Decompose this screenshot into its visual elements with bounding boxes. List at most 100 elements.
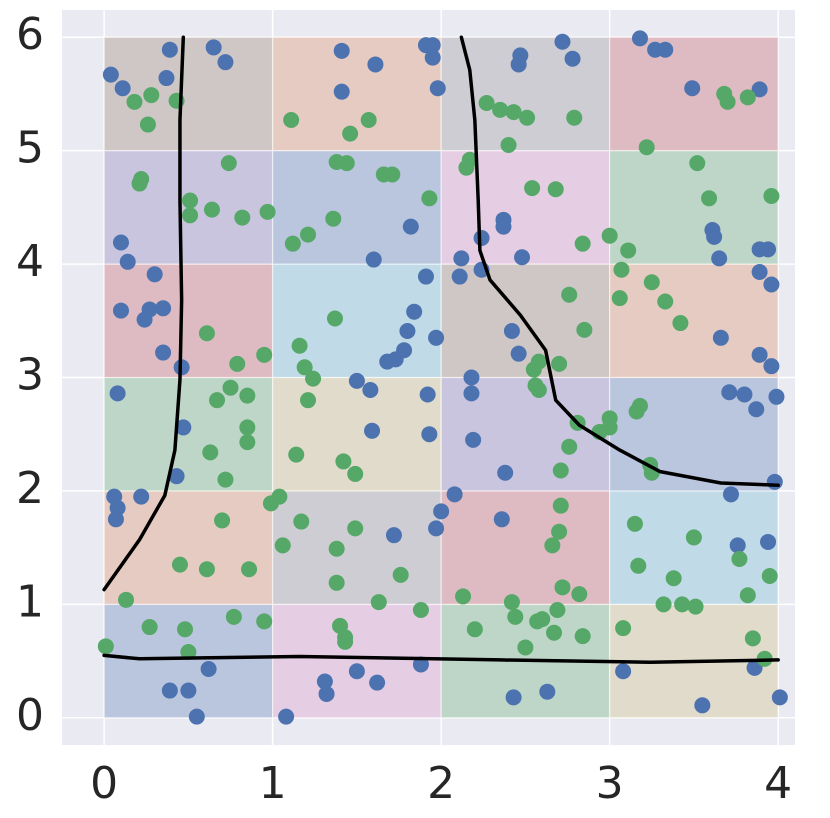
point xyxy=(451,268,468,285)
point xyxy=(461,151,478,168)
point xyxy=(421,426,438,443)
point xyxy=(530,381,547,398)
point xyxy=(763,188,780,205)
point xyxy=(493,511,510,528)
point xyxy=(143,87,160,104)
point xyxy=(161,682,178,699)
point xyxy=(771,689,788,706)
point xyxy=(712,329,729,346)
point xyxy=(761,567,778,584)
point xyxy=(362,381,379,398)
point xyxy=(417,268,434,285)
point xyxy=(337,633,354,650)
point xyxy=(155,300,172,317)
point xyxy=(412,602,429,619)
point xyxy=(202,444,219,461)
point xyxy=(333,83,350,100)
boundary-line xyxy=(102,653,780,664)
point xyxy=(274,537,291,554)
point xyxy=(760,241,777,258)
point xyxy=(360,112,377,129)
point xyxy=(225,608,242,625)
point xyxy=(291,337,308,354)
point xyxy=(217,54,234,71)
point xyxy=(296,359,313,376)
point xyxy=(133,488,150,505)
cell xyxy=(272,603,442,719)
point xyxy=(328,574,345,591)
point xyxy=(554,579,571,596)
point xyxy=(428,520,445,537)
y-tick-label: 1 xyxy=(16,576,44,627)
point xyxy=(316,673,333,690)
x-tick-label: 4 xyxy=(764,758,792,809)
x-tick-label: 1 xyxy=(259,758,287,809)
point xyxy=(463,369,480,386)
point xyxy=(546,624,563,641)
point xyxy=(694,697,711,714)
point xyxy=(657,41,674,58)
cell xyxy=(103,490,274,605)
point xyxy=(500,136,517,153)
point xyxy=(384,166,401,183)
point xyxy=(429,80,446,97)
point xyxy=(133,171,150,188)
point xyxy=(177,621,194,638)
point xyxy=(348,663,365,680)
point xyxy=(109,385,126,402)
point xyxy=(370,594,387,611)
point xyxy=(239,419,256,436)
point xyxy=(283,112,300,129)
point xyxy=(519,109,536,126)
point xyxy=(229,355,246,372)
point xyxy=(205,39,222,56)
point xyxy=(428,329,445,346)
point xyxy=(214,512,231,529)
point xyxy=(399,322,416,339)
point xyxy=(768,388,785,405)
point xyxy=(369,674,386,691)
x-tick-label: 2 xyxy=(427,758,455,809)
point xyxy=(525,361,542,378)
point xyxy=(685,529,702,546)
point xyxy=(259,203,276,220)
point xyxy=(631,30,648,47)
point xyxy=(739,89,756,106)
point xyxy=(478,95,495,112)
point xyxy=(638,139,655,156)
point xyxy=(182,192,199,209)
point xyxy=(552,462,569,479)
point xyxy=(300,226,317,243)
point xyxy=(222,379,239,396)
point xyxy=(141,619,158,636)
point xyxy=(209,392,226,409)
point xyxy=(665,570,682,587)
point xyxy=(446,486,463,503)
point xyxy=(288,446,305,463)
point xyxy=(333,42,350,59)
point xyxy=(342,125,359,142)
point xyxy=(534,611,551,628)
point xyxy=(338,155,355,172)
point xyxy=(566,109,583,126)
point xyxy=(704,222,721,239)
point xyxy=(465,431,482,448)
point xyxy=(760,533,777,550)
point xyxy=(687,598,704,615)
point xyxy=(503,322,520,339)
point xyxy=(473,229,490,246)
point xyxy=(643,274,660,291)
point xyxy=(751,346,768,363)
point xyxy=(539,683,556,700)
point xyxy=(118,591,135,608)
point xyxy=(495,218,512,235)
point xyxy=(613,261,630,278)
point xyxy=(234,209,251,226)
point xyxy=(763,276,780,293)
x-tick-label: 3 xyxy=(596,758,624,809)
point xyxy=(139,116,156,133)
boundary-line xyxy=(102,35,186,592)
point xyxy=(711,250,728,267)
point xyxy=(611,290,628,307)
